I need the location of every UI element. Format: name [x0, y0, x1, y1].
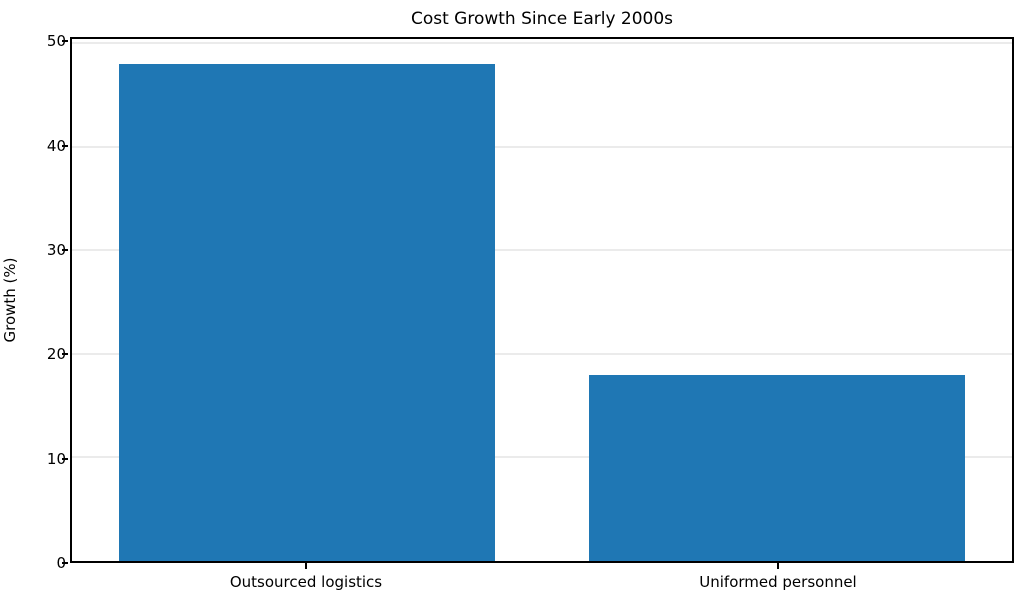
chart-title: Cost Growth Since Early 2000s [410, 9, 674, 29]
plot-area [70, 37, 1014, 563]
gridline-y-10 [72, 456, 1012, 459]
gridline-y-40 [72, 145, 1012, 148]
y-tick-mark-0 [62, 562, 68, 564]
x-tick-label-uniformed-personnel: Uniformed personnel [699, 573, 857, 591]
gridline-y-30 [72, 249, 1012, 252]
gridline-y-50 [72, 42, 1012, 45]
y-tick-mark-40 [62, 144, 68, 147]
x-tick-mark-0 [305, 563, 307, 569]
y-tick-label-10: 10 [46, 449, 66, 468]
y-tick-mark-50 [62, 40, 68, 43]
y-tick-mark-30 [62, 248, 68, 251]
y-axis-label: Growth (%) [1, 257, 19, 343]
y-tick-label-20: 20 [46, 345, 66, 364]
y-tick-mark-10 [62, 457, 68, 460]
gridline-y-20 [72, 352, 1012, 355]
y-tick-label-0: 0 [56, 554, 66, 572]
x-tick-label-outsourced-logistics: Outsourced logistics [229, 573, 383, 591]
x-tick-mark-1 [777, 563, 779, 569]
bar-uniformed-personnel [589, 374, 965, 561]
y-tick-label-50: 50 [46, 32, 66, 51]
y-tick-label-30: 30 [46, 240, 66, 259]
y-tick-mark-20 [62, 353, 68, 356]
y-tick-label-40: 40 [46, 136, 66, 155]
bar-outsourced-logistics [119, 63, 495, 561]
